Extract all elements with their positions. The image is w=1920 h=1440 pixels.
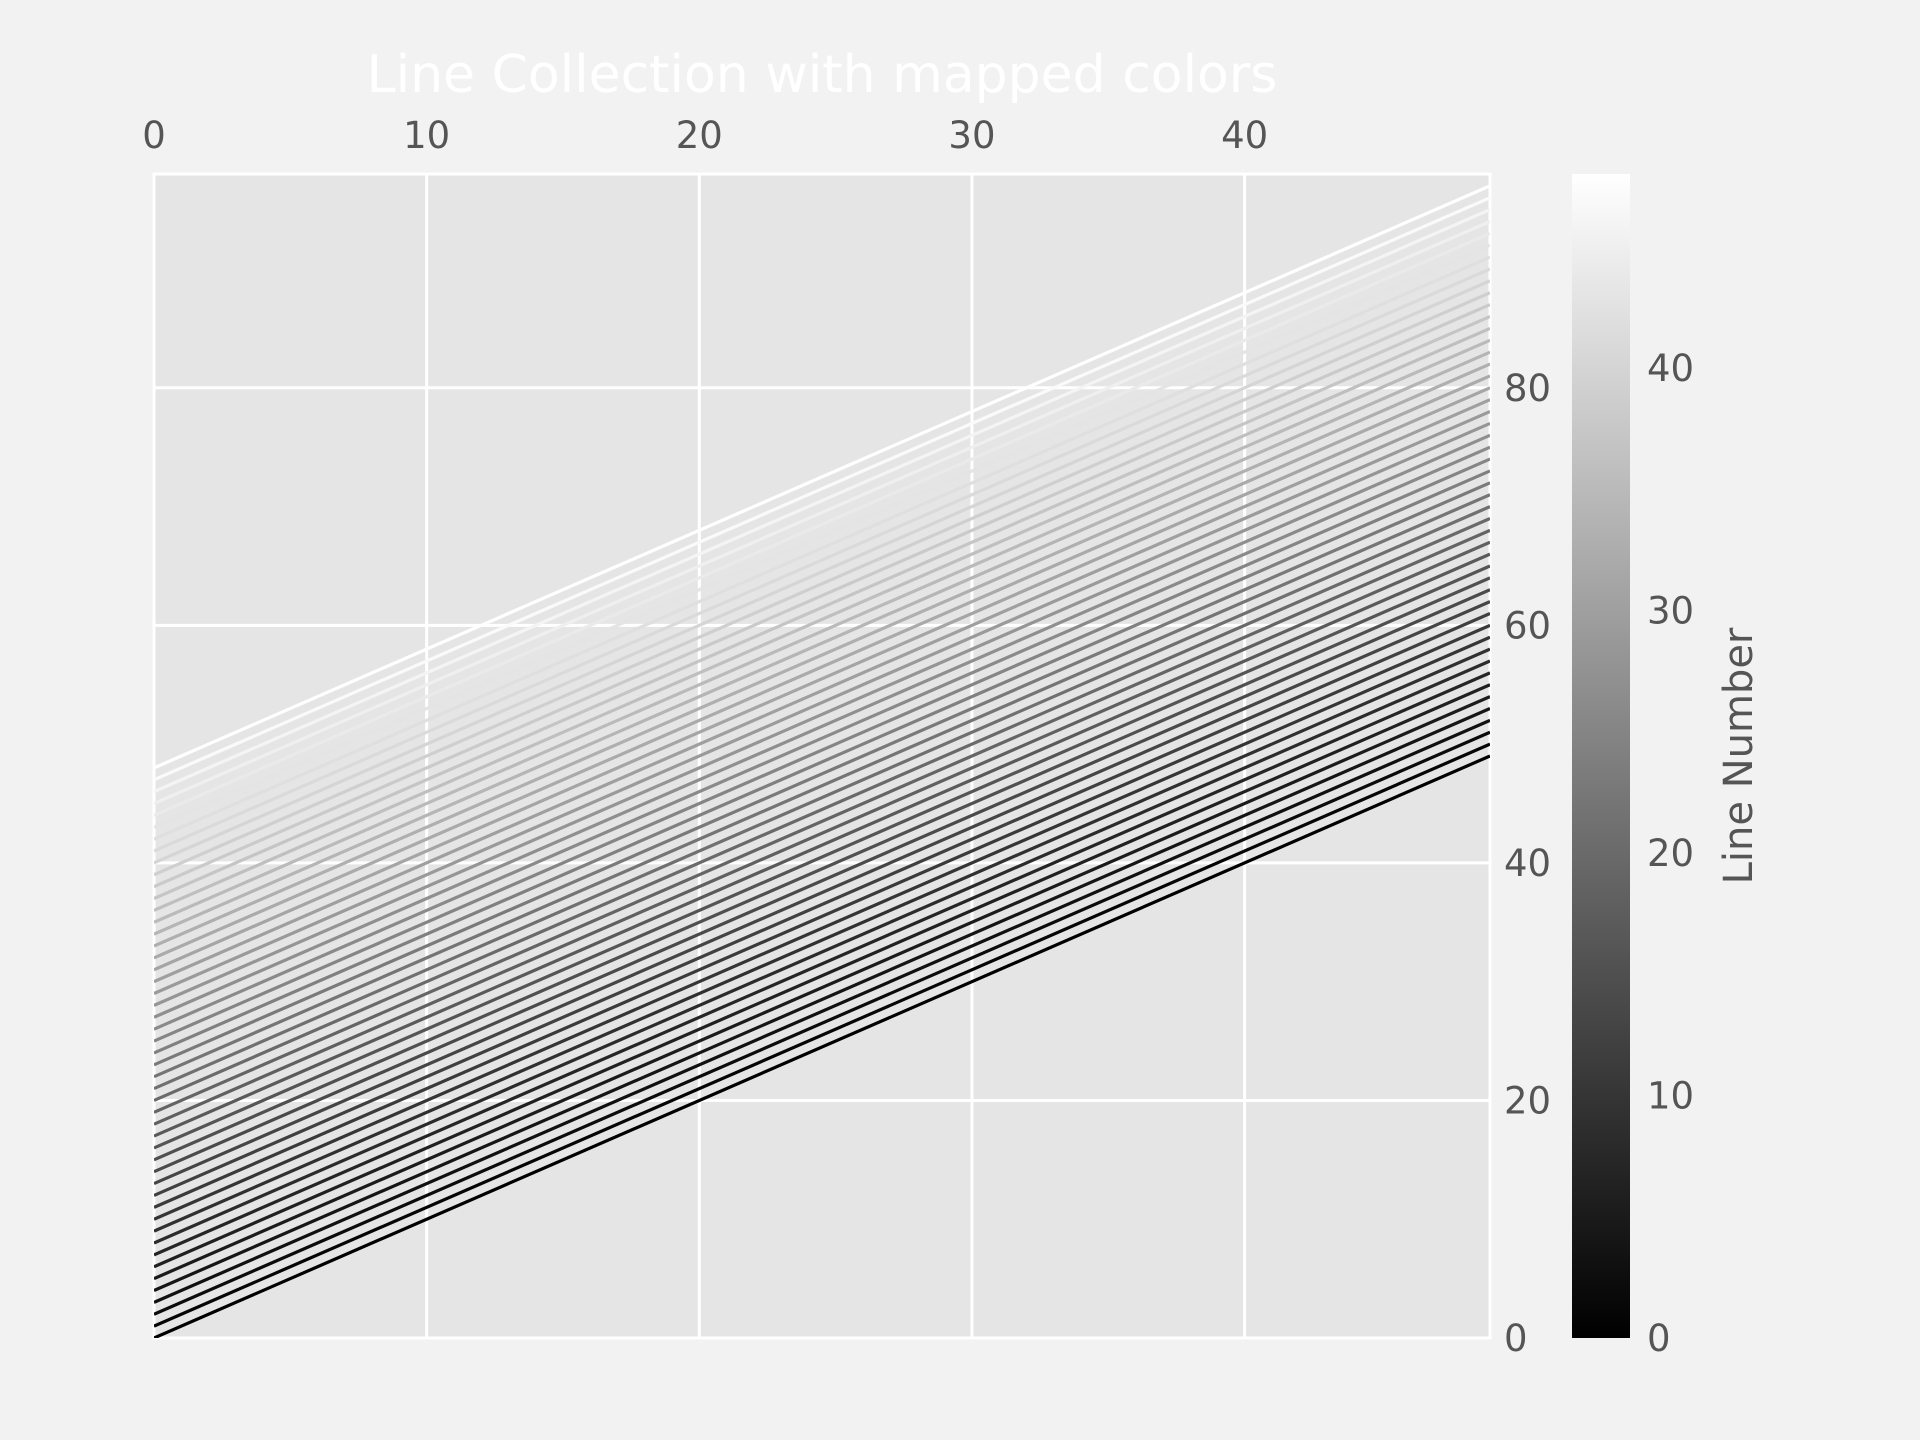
series-line [154,196,1490,782]
y-tick-label: 60 [1504,604,1551,647]
series-line [154,742,1490,1328]
series-line [154,516,1490,1102]
series-line [154,267,1490,853]
colorbar-tick-label: 20 [1647,832,1694,875]
colorbar-tick-label: 10 [1647,1075,1694,1118]
series-line [154,588,1490,1174]
series-line [154,718,1490,1304]
colorbar-tick-label: 40 [1647,347,1694,390]
x-tick-label: 40 [1221,114,1268,157]
series-line [154,433,1490,1019]
line-collection [154,184,1490,1338]
y-tick-label: 80 [1504,367,1551,410]
colorbar-tick-labels: 0 10 20 30 40 [1647,347,1694,1360]
x-tick-label: 10 [403,114,450,157]
series-line [154,564,1490,1150]
series-line [154,528,1490,1114]
series-line [154,220,1490,805]
series-line [154,623,1490,1209]
series-line [154,730,1490,1316]
x-tick-label: 20 [676,114,723,157]
series-line [154,600,1490,1186]
series-line [154,326,1490,912]
series-line [154,184,1490,770]
series-line [154,695,1490,1281]
series-line [154,362,1490,948]
series-line [154,707,1490,1292]
series-line [154,635,1490,1221]
plot-area [154,174,1490,1338]
series-line [154,576,1490,1162]
series-line [154,350,1490,936]
series-line [154,505,1490,1091]
colorbar-tick-label: 30 [1647,590,1694,633]
colorbar [1572,174,1630,1338]
y-tick-label: 0 [1504,1317,1528,1360]
series-line [154,303,1490,889]
series-line [154,421,1490,1007]
series-line [154,374,1490,960]
series-line [154,279,1490,865]
colorbar-tick-label: 0 [1647,1317,1671,1360]
series-line [154,445,1490,1031]
series-line [154,647,1490,1233]
series-line [154,612,1490,1197]
axis-tick-labels: 0 10 20 30 40 0 20 40 60 80 [142,114,1551,1360]
x-tick-label: 0 [142,114,166,157]
y-tick-label: 40 [1504,842,1551,885]
series-line [154,410,1490,996]
series-line [154,338,1490,924]
series-line [154,386,1490,972]
series-line [154,493,1490,1079]
series-line [154,552,1490,1138]
series-line [154,208,1490,794]
y-tick-label: 20 [1504,1079,1551,1122]
series-line [154,291,1490,877]
series-line [154,243,1490,829]
series-line [154,398,1490,984]
series-line [154,231,1490,817]
chart-title: Line Collection with mapped colors [367,45,1278,105]
colorbar-label: Line Number [1716,627,1762,884]
series-line [154,315,1490,900]
series-line [154,481,1490,1067]
series-line [154,671,1490,1257]
series-line [154,540,1490,1126]
series-line [154,659,1490,1245]
series-line [154,469,1490,1055]
series-line [154,683,1490,1269]
series-line [154,754,1490,1338]
series-line [154,255,1490,841]
series-line [154,457,1490,1043]
x-tick-label: 30 [948,114,995,157]
